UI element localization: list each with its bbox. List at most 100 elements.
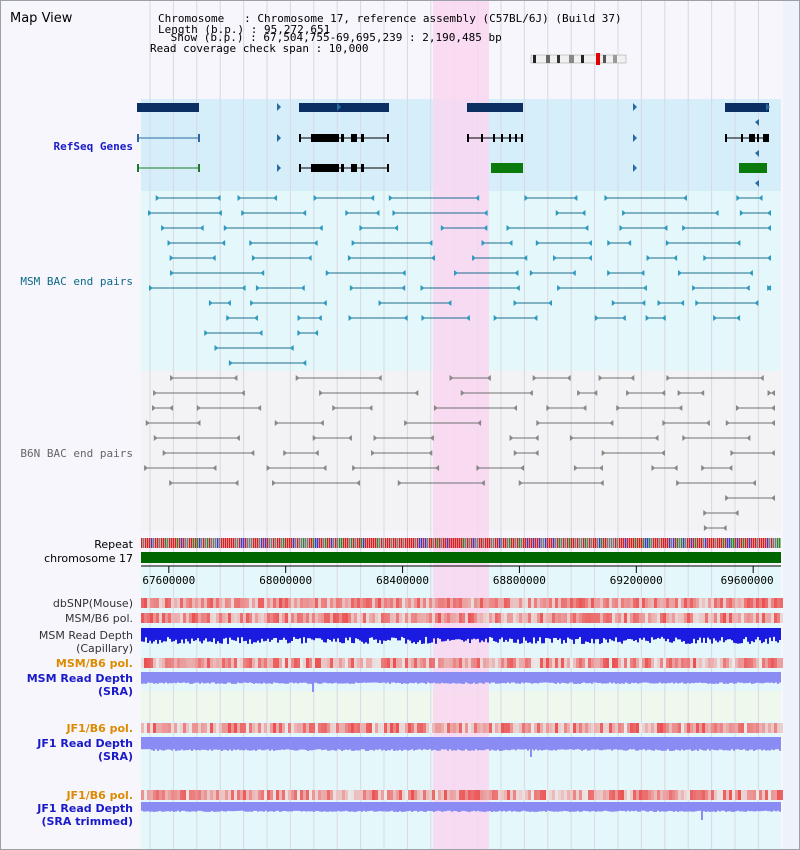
snp-density-cell bbox=[279, 598, 282, 608]
read-depth-bar bbox=[707, 802, 709, 812]
read-depth-bar bbox=[401, 802, 403, 812]
read-depth-bar bbox=[365, 672, 367, 683]
repeat-element bbox=[669, 538, 671, 548]
read-depth-bar bbox=[723, 628, 725, 643]
repeat-element bbox=[241, 538, 243, 548]
snp-density-cell bbox=[483, 613, 486, 623]
read-depth-bar bbox=[341, 628, 343, 644]
msm-bac-end bbox=[713, 315, 718, 321]
read-depth-bar bbox=[565, 628, 567, 643]
snp-density-cell bbox=[294, 598, 297, 608]
read-depth-bar bbox=[595, 628, 597, 640]
read-depth-bar bbox=[603, 737, 605, 750]
msm-bac-end bbox=[695, 300, 700, 306]
read-depth-bar bbox=[369, 672, 371, 683]
b6n-bac-end bbox=[144, 465, 149, 471]
read-depth-bar bbox=[667, 628, 669, 639]
snp-density-cell bbox=[528, 598, 531, 608]
read-depth-bar bbox=[713, 737, 715, 750]
read-depth-bar bbox=[525, 737, 527, 750]
read-depth-bar bbox=[655, 737, 657, 750]
read-depth-bar bbox=[305, 672, 307, 683]
track-label-msm-bac[interactable]: MSM BAC end pairs bbox=[20, 275, 133, 288]
read-depth-bar bbox=[571, 672, 573, 683]
read-depth-bar bbox=[575, 737, 577, 750]
snp-density-cell bbox=[681, 723, 684, 733]
snp-density-cell bbox=[600, 790, 603, 800]
read-depth-bar bbox=[393, 672, 395, 683]
read-depth-bar bbox=[647, 672, 649, 683]
repeat-element bbox=[503, 538, 505, 548]
read-depth-bar bbox=[525, 628, 527, 641]
snp-density-cell bbox=[546, 790, 549, 800]
snp-density-cell bbox=[453, 613, 456, 623]
read-depth-bar bbox=[275, 802, 277, 812]
read-depth-bar bbox=[555, 737, 557, 751]
repeat-element bbox=[777, 538, 779, 548]
snp-density-cell bbox=[411, 723, 414, 733]
snp-density-cell bbox=[303, 613, 306, 623]
snp-density-cell bbox=[669, 598, 672, 608]
snp-density-cell bbox=[249, 723, 252, 733]
track-label-b6n-bac[interactable]: B6N BAC end pairs bbox=[20, 447, 133, 460]
read-depth-bar bbox=[745, 737, 747, 751]
read-depth-bar bbox=[501, 737, 503, 751]
b6n-bac-end bbox=[534, 450, 539, 456]
snp-density-cell bbox=[183, 613, 186, 623]
snp-density-cell bbox=[573, 598, 576, 608]
read-depth-bar bbox=[705, 802, 707, 812]
snp-density-cell bbox=[447, 723, 450, 733]
read-depth-bar bbox=[599, 672, 601, 683]
b6n-bac-end bbox=[598, 375, 603, 381]
repeat-element bbox=[389, 538, 391, 548]
snp-density-cell bbox=[771, 790, 774, 800]
read-depth-bar bbox=[779, 737, 781, 751]
snp-density-cell bbox=[390, 723, 393, 733]
snp-density-cell bbox=[618, 723, 621, 733]
snp-density-cell bbox=[561, 658, 564, 668]
read-depth-bar bbox=[445, 737, 447, 750]
repeat-element bbox=[625, 538, 627, 548]
b6n-bac-end bbox=[767, 390, 772, 396]
read-depth-bar bbox=[149, 737, 151, 750]
snp-density-cell bbox=[495, 723, 498, 733]
read-depth-bar bbox=[663, 737, 665, 751]
repeat-element bbox=[417, 538, 419, 548]
snp-density-cell bbox=[219, 613, 222, 623]
read-depth-bar bbox=[633, 737, 635, 750]
snp-density-cell bbox=[456, 790, 459, 800]
read-depth-bar bbox=[561, 802, 563, 812]
read-depth-bar bbox=[467, 628, 469, 639]
snp-density-cell bbox=[156, 598, 159, 608]
msm-bac-end bbox=[736, 315, 741, 321]
msm-bac-end bbox=[302, 210, 307, 216]
b6n-bac-end bbox=[283, 450, 288, 456]
read-depth-bar bbox=[441, 737, 443, 750]
repeat-element bbox=[263, 538, 265, 548]
read-depth-bar bbox=[317, 737, 319, 750]
snp-density-cell bbox=[567, 598, 570, 608]
read-depth-bar bbox=[411, 628, 413, 644]
repeat-element bbox=[451, 538, 453, 548]
read-depth-bar bbox=[775, 672, 777, 683]
track-label-refseq[interactable]: RefSeq Genes bbox=[53, 140, 133, 153]
read-depth-bar bbox=[237, 802, 239, 811]
msm-bac-end bbox=[587, 240, 592, 246]
read-depth-bar bbox=[167, 737, 169, 750]
repeat-element bbox=[645, 538, 647, 548]
msm-bac-end bbox=[420, 285, 425, 291]
b6n-bac-end bbox=[662, 420, 667, 426]
snp-density-cell bbox=[558, 613, 561, 623]
read-depth-bar bbox=[419, 802, 421, 812]
read-depth-bar bbox=[293, 737, 295, 751]
repeat-element bbox=[279, 538, 281, 548]
track-label-repeat: Repeat bbox=[94, 538, 133, 551]
repeat-element bbox=[269, 538, 271, 548]
snp-density-cell bbox=[663, 790, 666, 800]
snp-density-cell bbox=[642, 598, 645, 608]
snp-density-cell bbox=[297, 658, 300, 668]
read-depth-bar bbox=[155, 672, 157, 684]
repeat-element bbox=[363, 538, 365, 548]
